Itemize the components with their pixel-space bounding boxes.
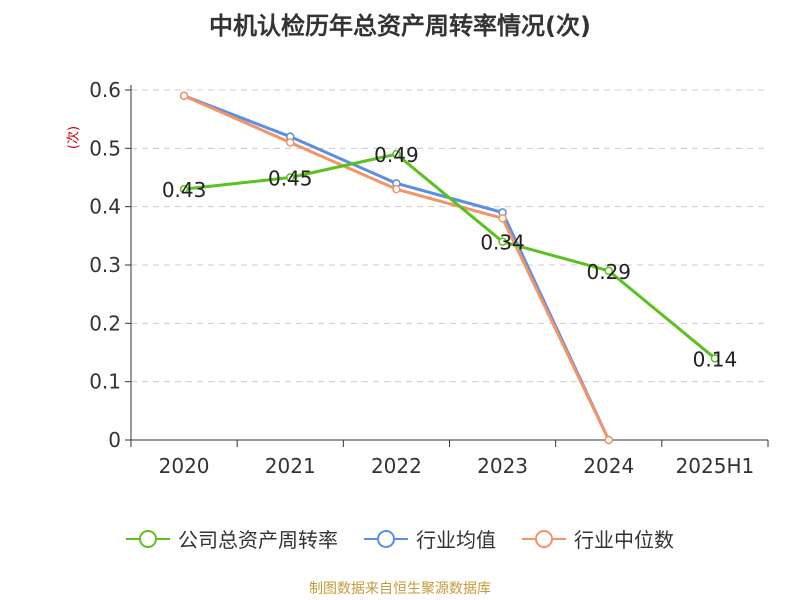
legend-swatch-company bbox=[126, 529, 170, 548]
data-point bbox=[604, 266, 613, 276]
x-tick-label: 2023 bbox=[477, 454, 528, 478]
data-point bbox=[179, 184, 189, 194]
x-tick-label: 2025H1 bbox=[676, 454, 755, 478]
y-tick-label: 0.1 bbox=[89, 370, 121, 394]
data-point bbox=[710, 354, 720, 363]
series-line bbox=[183, 152, 716, 360]
data-point bbox=[604, 435, 613, 445]
legend-label-industry-mean: 行业均值 bbox=[416, 528, 496, 552]
data-point bbox=[286, 138, 295, 147]
data-point bbox=[392, 149, 401, 159]
data-label: 0.49 bbox=[374, 143, 419, 167]
legend-label-industry-median: 行业中位数 bbox=[574, 528, 674, 552]
x-tick-label: 2020 bbox=[159, 454, 210, 478]
legend-item-industry-mean[interactable]: 行业均值 bbox=[364, 524, 496, 553]
data-point bbox=[498, 214, 507, 223]
data-point bbox=[392, 184, 401, 194]
y-tick-label: 0.4 bbox=[89, 195, 121, 219]
y-tick-label: 0.2 bbox=[89, 311, 121, 335]
data-label: 0.45 bbox=[268, 167, 313, 191]
x-tick-label: 2022 bbox=[371, 454, 422, 478]
y-tick-label: 0 bbox=[108, 428, 121, 452]
x-tick-label: 2021 bbox=[265, 454, 316, 478]
data-label: 0.34 bbox=[480, 231, 525, 255]
data-point bbox=[179, 91, 189, 101]
data-label: 0.43 bbox=[162, 178, 207, 202]
x-tick-label: 2024 bbox=[583, 454, 634, 478]
data-label: 0.29 bbox=[586, 260, 631, 284]
legend-item-company[interactable]: 公司总资产周转率 bbox=[126, 524, 338, 553]
y-tick-label: 0.6 bbox=[89, 78, 121, 102]
y-tick-label: 0.5 bbox=[89, 136, 121, 160]
data-point bbox=[286, 173, 295, 182]
legend-swatch-industry-median bbox=[522, 529, 566, 548]
data-label: 0.14 bbox=[693, 347, 738, 371]
chart-title: 中机认检历年总资产周转率情况(次) bbox=[209, 12, 591, 40]
legend-label-company: 公司总资产周转率 bbox=[178, 528, 338, 552]
source-note: 制图数据来自恒生聚源数据库 bbox=[309, 581, 491, 597]
legend: 公司总资产周转率 行业均值 行业中位数 bbox=[0, 524, 800, 553]
y-tick-label: 0.3 bbox=[89, 253, 121, 277]
data-point bbox=[498, 237, 507, 246]
legend-item-industry-median[interactable]: 行业中位数 bbox=[522, 524, 674, 553]
legend-swatch-industry-mean bbox=[364, 529, 408, 548]
